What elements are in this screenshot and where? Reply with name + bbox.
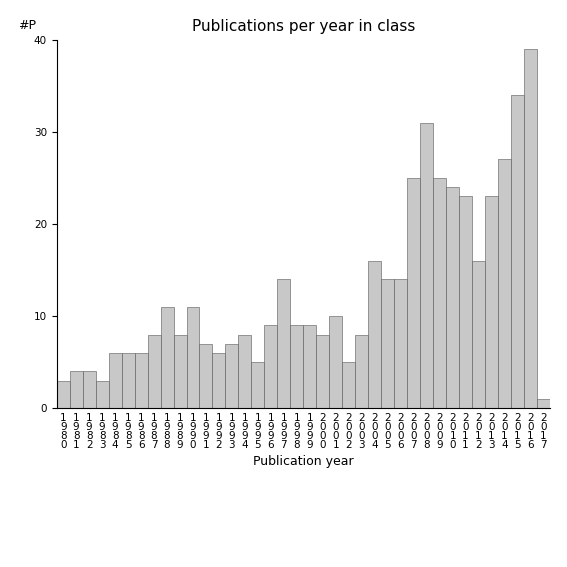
Bar: [174, 335, 187, 408]
Bar: [524, 49, 537, 408]
Y-axis label: #P: #P: [18, 19, 36, 32]
Bar: [459, 196, 472, 408]
Bar: [70, 371, 83, 408]
Bar: [368, 261, 381, 408]
Bar: [342, 362, 356, 408]
Bar: [433, 178, 446, 408]
Bar: [407, 178, 420, 408]
Bar: [121, 353, 134, 408]
Bar: [290, 325, 303, 408]
Bar: [394, 279, 407, 408]
Bar: [485, 196, 498, 408]
Bar: [316, 335, 329, 408]
Title: Publications per year in class: Publications per year in class: [192, 19, 415, 35]
Bar: [537, 399, 550, 408]
Bar: [83, 371, 96, 408]
Bar: [446, 187, 459, 408]
Bar: [251, 362, 264, 408]
Bar: [239, 335, 251, 408]
Bar: [420, 122, 433, 408]
Bar: [200, 344, 213, 408]
Bar: [187, 307, 200, 408]
Bar: [472, 261, 485, 408]
Bar: [226, 344, 239, 408]
Bar: [303, 325, 316, 408]
Bar: [381, 279, 394, 408]
Bar: [213, 353, 226, 408]
Bar: [329, 316, 342, 408]
Bar: [160, 307, 174, 408]
Bar: [511, 95, 524, 408]
Bar: [134, 353, 147, 408]
Bar: [109, 353, 121, 408]
Bar: [147, 335, 160, 408]
Bar: [57, 380, 70, 408]
X-axis label: Publication year: Publication year: [253, 455, 354, 468]
Bar: [264, 325, 277, 408]
Bar: [356, 335, 368, 408]
Bar: [498, 159, 511, 408]
Bar: [277, 279, 290, 408]
Bar: [96, 380, 109, 408]
